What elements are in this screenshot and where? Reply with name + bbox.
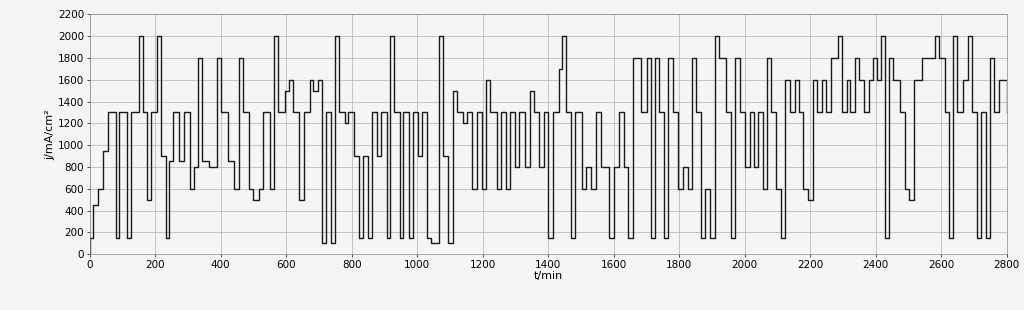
Y-axis label: j/mA/cm²: j/mA/cm² — [45, 109, 55, 160]
X-axis label: t/min: t/min — [534, 271, 563, 281]
